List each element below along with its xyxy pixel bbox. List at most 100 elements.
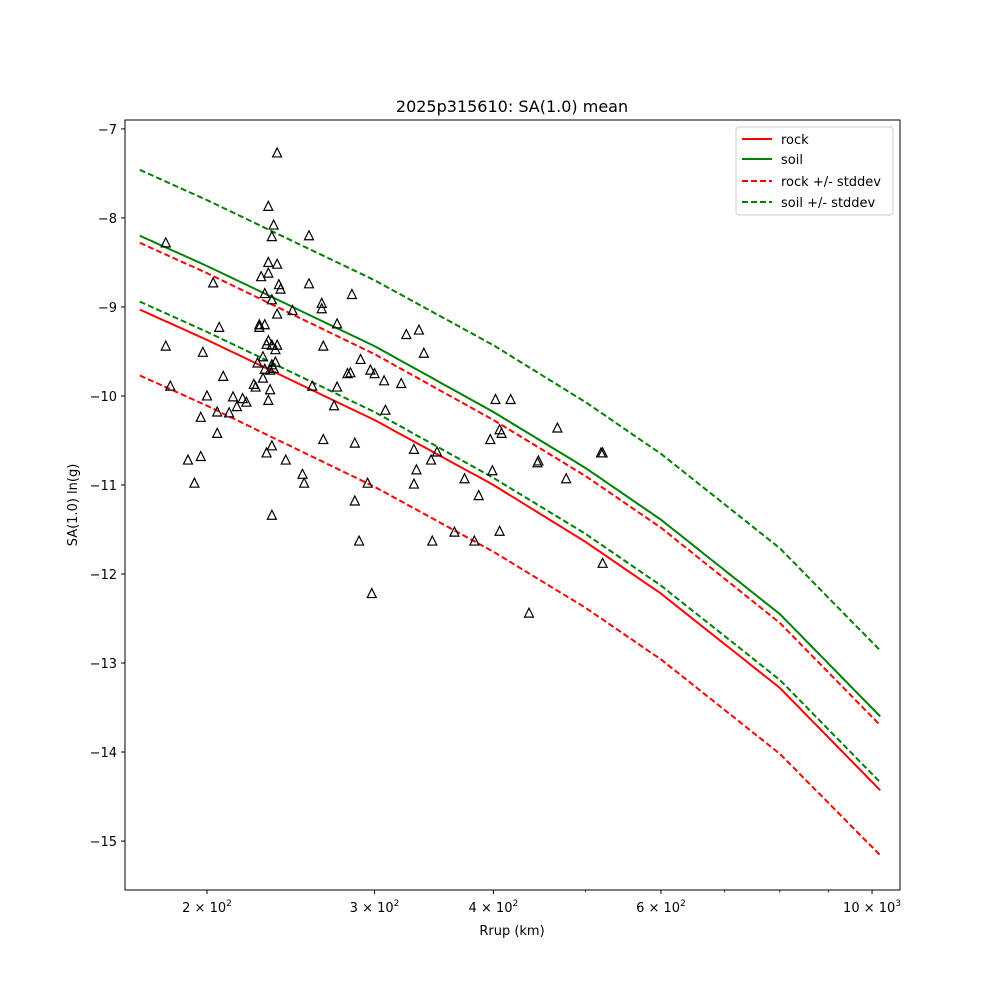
observation-marker — [227, 390, 239, 402]
observation-marker — [349, 494, 361, 506]
observation-marker — [484, 433, 496, 445]
observation-marker — [237, 392, 249, 404]
observation-marker — [505, 393, 517, 405]
observation-marker — [211, 426, 223, 438]
observation-marker — [266, 508, 278, 520]
observation-marker — [306, 379, 318, 391]
observation-marker — [317, 433, 329, 445]
axis-ticks: −7 −8 −9 −10 −11 −12 −13 −14 −15 2 × 102 3 × 102 4 … — [90, 123, 901, 916]
observation-marker — [378, 374, 390, 386]
observation-marker — [252, 356, 263, 368]
observation-marker — [266, 338, 278, 350]
observation-marker — [355, 353, 367, 365]
observation-marker — [195, 450, 207, 462]
plot-area-frame — [124, 119, 901, 891]
observation-marker — [331, 380, 343, 392]
observation-marker — [597, 446, 609, 458]
observation-marker — [551, 421, 563, 433]
legend-soil-stddev-label: soil +/- stddev — [781, 196, 876, 211]
y-tick-label: −12 — [90, 568, 117, 583]
observation-points — [160, 146, 609, 618]
y-tick-label: −14 — [90, 746, 117, 761]
observation-marker — [262, 334, 274, 346]
observation-marker — [379, 403, 391, 415]
observation-marker — [250, 380, 262, 392]
observation-marker — [266, 230, 278, 242]
x-tick-label: 10 × 103 — [843, 899, 901, 916]
observation-marker — [268, 218, 280, 230]
observation-marker — [369, 367, 381, 379]
observation-marker — [298, 476, 310, 488]
y-tick-label: −13 — [90, 657, 117, 672]
observation-marker — [494, 524, 506, 536]
observation-marker — [271, 307, 283, 319]
observation-marker — [468, 534, 480, 546]
observation-marker — [264, 363, 276, 375]
observation-marker — [213, 321, 225, 333]
observation-marker — [560, 472, 572, 484]
x-tick-label: 6 × 102 — [636, 899, 686, 916]
observation-marker — [364, 363, 376, 375]
observation-marker — [353, 534, 365, 546]
observation-marker — [303, 229, 315, 241]
observation-marker — [262, 200, 274, 211]
observation-marker — [261, 446, 273, 458]
observation-marker — [201, 389, 213, 401]
observation-marker — [240, 395, 252, 407]
y-tick-label: −8 — [98, 212, 117, 227]
observation-marker — [287, 304, 299, 316]
observation-marker — [523, 606, 535, 618]
observation-marker — [408, 443, 420, 454]
observation-marker — [349, 436, 361, 448]
observation-marker — [262, 394, 274, 406]
observation-marker — [532, 454, 544, 466]
observation-marker — [271, 338, 283, 350]
observation-marker — [197, 345, 209, 357]
y-tick-label: −11 — [90, 479, 117, 494]
observation-marker — [217, 370, 229, 381]
observation-marker — [182, 453, 194, 465]
legend-rock-label: rock — [781, 133, 809, 148]
observation-marker — [496, 426, 508, 438]
observation-marker — [266, 439, 278, 451]
legend-box — [735, 126, 894, 216]
observation-marker — [597, 556, 609, 568]
y-tick-label: −9 — [98, 301, 117, 316]
observation-marker — [413, 323, 425, 335]
observation-marker — [448, 525, 460, 537]
observation-marker — [410, 463, 422, 475]
observation-marker — [255, 270, 267, 282]
observation-marker — [259, 287, 271, 299]
observation-marker — [271, 146, 283, 158]
observation-marker — [317, 339, 329, 351]
y-tick-label: −10 — [90, 390, 117, 405]
rock-stddev-lower-line — [139, 374, 881, 856]
observation-marker — [268, 362, 280, 373]
x-axis-label: Rrup (km) — [479, 924, 544, 939]
observation-marker — [259, 318, 271, 330]
observation-marker — [160, 236, 172, 248]
observation-marker — [266, 293, 278, 305]
observation-marker — [342, 367, 353, 379]
x-tick-label: 4 × 102 — [469, 899, 519, 916]
observation-marker — [257, 371, 269, 383]
observation-marker — [331, 317, 343, 329]
y-tick-label: −7 — [98, 123, 117, 138]
legend-rock-stddev-label: rock +/- stddev — [781, 175, 881, 190]
rock-stddev-upper-line — [139, 241, 881, 726]
observation-marker — [328, 399, 340, 411]
observation-marker — [395, 377, 407, 389]
observation-marker — [262, 256, 274, 268]
y-axis-label: SA(1.0) ln(g) — [66, 464, 81, 547]
legend: rock soil rock +/- stddev soil +/- stdde… — [735, 126, 894, 216]
y-tick-label: −15 — [90, 835, 117, 850]
observation-marker — [257, 350, 269, 362]
observation-marker — [426, 534, 438, 546]
observation-marker — [271, 257, 283, 269]
observation-marker — [303, 277, 315, 289]
series-lines — [139, 168, 881, 856]
observation-marker — [486, 464, 498, 476]
observation-marker — [160, 339, 172, 351]
observation-marker — [195, 410, 207, 422]
